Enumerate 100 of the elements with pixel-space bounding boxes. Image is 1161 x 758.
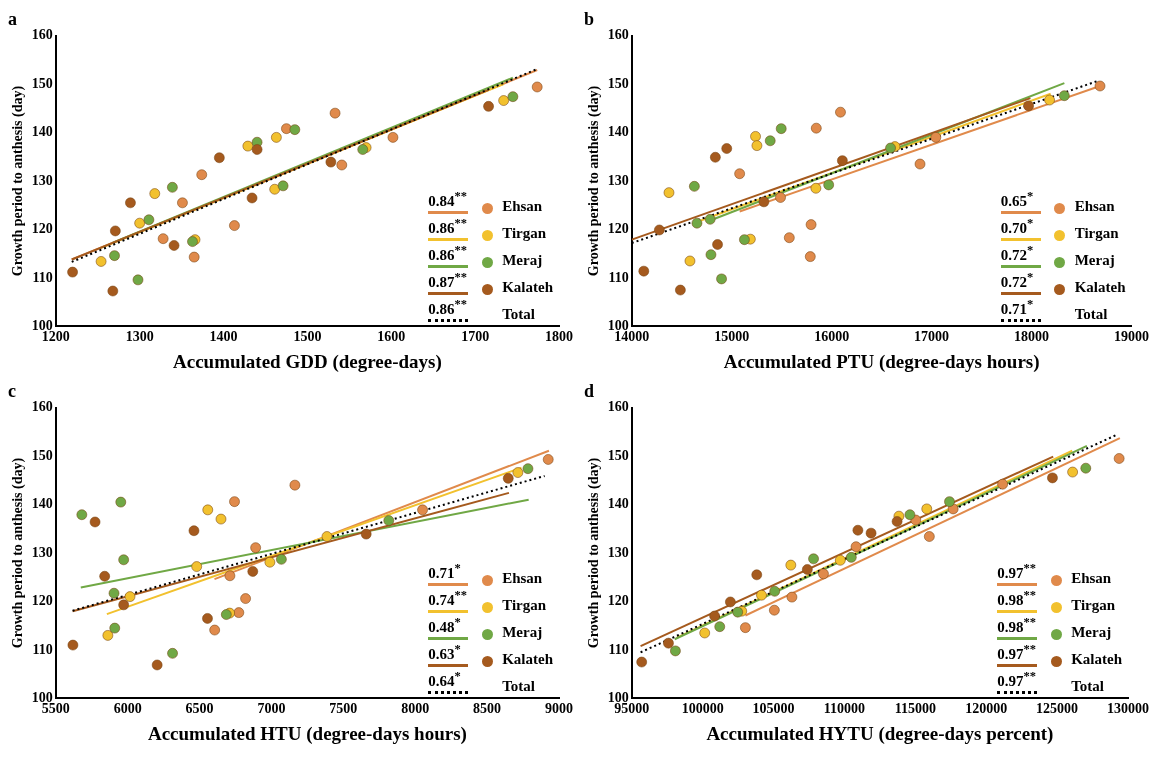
y-tick-label: 160 [607, 399, 629, 415]
legend-label: Ehsan [1074, 198, 1115, 215]
x-axis-title: Accumulated HYTU (degree-days percent) [706, 722, 1054, 745]
annotation: 0.70$^{*}$ [1000, 216, 1034, 237]
x-tick-label: 130000 [1107, 701, 1149, 717]
chart-title: a [8, 9, 17, 30]
y-tick-label: 110 [608, 641, 629, 657]
x-tick-label: 115000 [894, 701, 936, 717]
annotation: 0.87$^{**}$ [428, 270, 467, 291]
x-tick-label: 5500 [41, 701, 70, 717]
legend-label: Meraj [1074, 252, 1115, 269]
x-tick-label: 100000 [681, 701, 724, 717]
annotation: 0.72$^{*}$ [1000, 270, 1034, 291]
legend-label: Ehsan [502, 570, 543, 587]
x-tick-label: 8000 [401, 701, 430, 717]
y-tick-label: 110 [32, 641, 53, 657]
annotation: 0.71$^{*}$ [428, 561, 461, 582]
x-tick-label: 1400 [209, 329, 238, 345]
x-tick-label: 1500 [293, 329, 322, 345]
y-tick-label: 130 [31, 544, 53, 560]
y-tick-label: 140 [607, 124, 629, 140]
legend-label: Total [1071, 678, 1104, 695]
x-tick-label: 1700 [461, 329, 490, 345]
x-tick-label: 120000 [965, 701, 1008, 717]
y-tick-label: 110 [608, 269, 629, 285]
legend-label: Ehsan [1071, 570, 1112, 587]
legend-label: Total [502, 678, 535, 695]
legend-label: Total [502, 306, 535, 323]
x-tick-label: 8500 [473, 701, 502, 717]
annotation: 0.74$^{**}$ [428, 588, 467, 609]
annotation: 0.48$^{*}$ [428, 615, 461, 636]
annotation: 0.71$^{*}$ [1000, 297, 1034, 318]
x-tick-label: 15000 [714, 329, 750, 345]
y-axis-title: Growth period to anthesis (day) [586, 457, 603, 649]
legend-label: Meraj [502, 252, 543, 269]
x-tick-label: 95000 [614, 701, 650, 717]
y-tick-label: 130 [607, 172, 629, 188]
annotation: 0.98$^{**}$ [997, 615, 1036, 636]
y-tick-label: 150 [607, 75, 629, 91]
x-tick-label: 1600 [377, 329, 406, 345]
x-tick-label: 19000 [1114, 329, 1149, 345]
y-tick-label: 140 [31, 124, 53, 140]
x-tick-label: 1800 [545, 329, 573, 345]
y-tick-label: 150 [31, 447, 53, 463]
x-tick-label: 17000 [914, 329, 950, 345]
annotation: 0.84$^{**}$ [428, 189, 467, 210]
x-tick-label: 1200 [41, 329, 70, 345]
y-tick-label: 120 [607, 221, 629, 237]
x-tick-label: 18000 [1014, 329, 1050, 345]
legend-label: Kalateh [502, 651, 553, 668]
y-tick-label: 130 [607, 544, 629, 560]
x-tick-label: 1300 [125, 329, 154, 345]
y-tick-label: 120 [607, 593, 629, 609]
x-tick-label: 6000 [113, 701, 142, 717]
x-tick-label: 110000 [823, 701, 866, 717]
y-axis-title: Growth period to anthesis (day) [10, 457, 27, 649]
legend-label: Tirgan [502, 225, 547, 242]
annotation: 0.97$^{**}$ [997, 642, 1036, 663]
x-tick-label: 7000 [257, 701, 286, 717]
x-tick-label: 105000 [752, 701, 795, 717]
y-axis-title: Growth period to anthesis (day) [10, 85, 27, 277]
annotation: 0.98$^{**}$ [997, 588, 1036, 609]
x-tick-label: 125000 [1036, 701, 1079, 717]
chart-title: c [8, 381, 16, 402]
legend-label: Total [1074, 306, 1108, 323]
x-tick-label: 6500 [185, 701, 214, 717]
legend-label: Kalateh [1074, 279, 1126, 296]
y-axis-title: Growth period to anthesis (day) [586, 85, 603, 277]
annotation: 0.97$^{**}$ [997, 561, 1036, 582]
y-tick-label: 150 [31, 75, 53, 91]
annotation: 0.63$^{*}$ [428, 642, 461, 663]
legend-label: Tirgan [1071, 597, 1116, 614]
annotation: 0.86$^{**}$ [428, 243, 467, 264]
annotation: 0.86$^{**}$ [428, 216, 467, 237]
y-tick-label: 160 [31, 27, 53, 43]
y-tick-label: 140 [607, 496, 629, 512]
annotation: 0.86$^{**}$ [428, 297, 467, 318]
y-tick-label: 160 [607, 27, 629, 43]
x-tick-label: 7500 [329, 701, 358, 717]
y-tick-label: 160 [31, 399, 53, 415]
legend-label: Tirgan [502, 597, 547, 614]
y-tick-label: 150 [607, 447, 629, 463]
chart-title: b [584, 9, 595, 30]
y-tick-label: 120 [31, 593, 53, 609]
legend-label: Ehsan [502, 198, 543, 215]
y-tick-label: 130 [31, 172, 53, 188]
legend-label: Kalateh [1071, 651, 1122, 668]
legend-label: Meraj [502, 624, 543, 641]
annotation: 0.72$^{*}$ [1000, 243, 1034, 264]
annotation: 0.97$^{**}$ [997, 669, 1036, 690]
legend-label: Meraj [1071, 624, 1112, 641]
x-axis-title: Accumulated GDD (degree-days) [173, 350, 442, 373]
x-tick-label: 9000 [545, 701, 573, 717]
y-tick-label: 140 [31, 496, 53, 512]
legend-label: Tirgan [1074, 225, 1119, 242]
x-axis-title: Accumulated HTU (degree-days hours) [147, 722, 467, 745]
y-tick-label: 110 [32, 269, 53, 285]
annotation: 0.64$^{*}$ [428, 669, 461, 690]
x-axis-title: Accumulated PTU (degree-days hours) [723, 350, 1040, 373]
annotation: 0.65$^{*}$ [1000, 189, 1034, 210]
